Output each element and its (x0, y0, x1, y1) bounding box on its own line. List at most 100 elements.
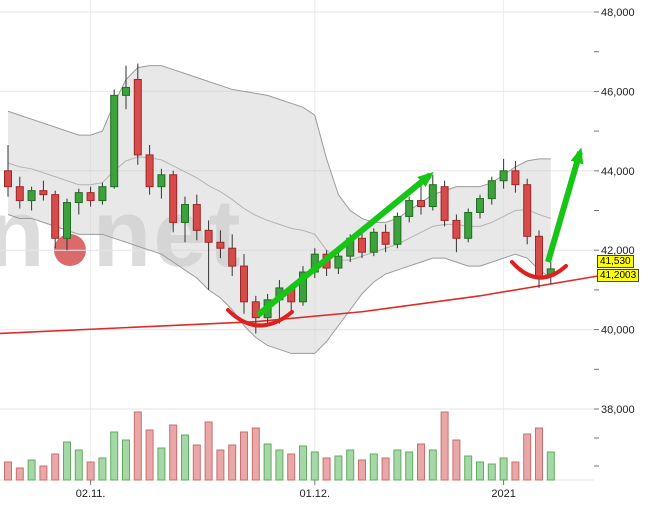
volume-bar (133, 411, 142, 481)
candle-body (428, 184, 437, 208)
sma-line (0, 275, 599, 335)
x-axis-label: 01.12. (300, 488, 331, 500)
volume-bar (381, 457, 390, 481)
volume-bar (15, 467, 24, 481)
volume-bar (204, 421, 213, 481)
candle-body (499, 170, 508, 182)
candle-body (27, 190, 36, 202)
x-axis-label: 2021 (491, 488, 515, 500)
bollinger-upper-line (7, 65, 551, 223)
bollinger-fill (8, 65, 551, 354)
candle-body (523, 184, 532, 237)
candle-body (169, 174, 178, 223)
volume-bar (110, 431, 119, 481)
candle-body (122, 86, 130, 96)
volume-bar (405, 451, 414, 481)
volume-bar (275, 449, 284, 481)
y-axis-label: 42,000 (601, 245, 635, 257)
volume-bar (263, 443, 272, 481)
volume-bar (535, 427, 543, 481)
volume-bar (228, 444, 237, 481)
volume-bar (287, 453, 296, 481)
candle-body (476, 198, 484, 213)
candle-body (133, 78, 142, 156)
support-arc-annotation (510, 260, 568, 280)
support-arc-annotation (226, 308, 294, 328)
candle-body (157, 174, 166, 188)
volume-bar (358, 459, 366, 481)
candle-body (51, 194, 60, 239)
volume-bar (98, 457, 107, 481)
volume-bar (417, 443, 425, 481)
volume-bar (523, 433, 532, 481)
candle-body (39, 190, 48, 196)
volume-bar (251, 427, 260, 481)
volume-bar (122, 439, 130, 481)
x-axis-label: 02.11. (76, 488, 106, 500)
bollinger-band (7, 65, 552, 354)
volume-bar (39, 465, 48, 481)
volume-bar (393, 449, 402, 481)
up-trend-arrow-annotation (545, 147, 584, 263)
volume-bar (452, 439, 461, 481)
volume-bar (310, 451, 319, 481)
candle-body (369, 231, 378, 253)
volume-bar (145, 429, 154, 481)
candle-body (204, 229, 213, 243)
candle-body (405, 200, 414, 217)
annotations (226, 147, 584, 328)
x-axis: 02.11. 01.12. 2021 (76, 480, 516, 500)
volume-bar (440, 411, 449, 481)
volume-bar (499, 457, 508, 481)
volume-bar (464, 455, 473, 481)
volume-bar (27, 459, 36, 481)
candle-body (15, 186, 24, 202)
watermark-text-right: net (93, 180, 243, 287)
y-axis-label: 38,000 (601, 404, 635, 416)
candle-body (487, 180, 496, 200)
volume-bar (299, 445, 307, 481)
candle-body (452, 219, 461, 239)
candle-body (381, 231, 390, 245)
volume-bar (369, 453, 378, 481)
candle-body (299, 271, 307, 303)
sma-value-badge: 41,2003 (597, 268, 640, 282)
volume-bar (428, 449, 437, 481)
volume-bar (86, 461, 95, 481)
candle-body (440, 186, 449, 221)
volume-bar (4, 461, 12, 481)
volume-bar (63, 441, 71, 481)
candle-body (86, 192, 95, 202)
volume-bar (476, 461, 484, 481)
candle-body (181, 204, 189, 223)
candle-body (358, 237, 366, 253)
volume-bar (487, 463, 496, 481)
volume-bar (334, 455, 343, 481)
candle-body (74, 192, 83, 204)
volume-bar (51, 453, 60, 481)
candle-body (251, 301, 260, 319)
volume-series (4, 411, 555, 481)
candle-body (535, 235, 543, 277)
candle-body (63, 202, 71, 239)
candle-body (145, 154, 154, 188)
volume-bar (169, 424, 178, 481)
y-axis: 48,000 46,000 44,000 42,000 40,000 38,000 (594, 7, 635, 467)
bollinger-lower-line (7, 213, 552, 354)
volume-bar (181, 434, 189, 481)
candle-body (417, 200, 425, 208)
candle-body (240, 265, 248, 303)
candle-body (192, 204, 201, 231)
y-axis-label: 40,000 (601, 325, 635, 337)
y-axis-label: 46,000 (601, 86, 635, 98)
y-axis-label: 48,000 (601, 7, 635, 19)
volume-bar (240, 431, 248, 481)
candle-body (464, 211, 473, 239)
volume-bar (74, 449, 83, 481)
last-price-badge: 41,530 (597, 254, 634, 268)
volume-bar (216, 449, 225, 481)
volume-bar (546, 451, 555, 481)
up-trend-arrow-annotation (256, 171, 434, 318)
